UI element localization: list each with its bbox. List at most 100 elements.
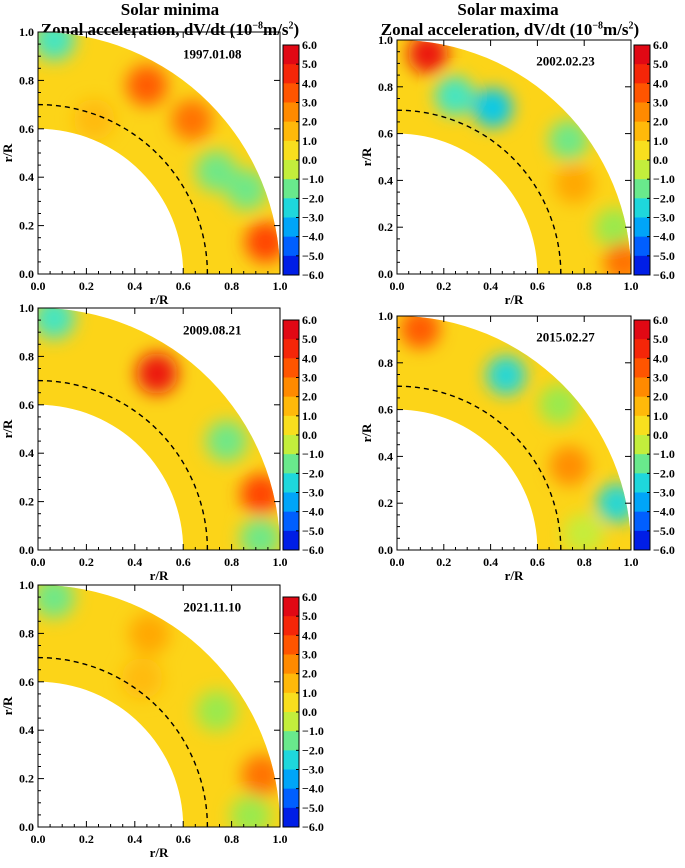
- heatmap-feature: [196, 690, 238, 732]
- y-tick-label: 0.0: [378, 267, 393, 281]
- heatmap-feature: [73, 98, 115, 140]
- colorbar-tick-label: −1.0: [653, 172, 675, 186]
- colorbar-tick-label: −4.0: [653, 505, 675, 519]
- colorbar-segment: [634, 358, 650, 378]
- colorbar-tick-label: −4.0: [302, 230, 324, 244]
- colorbar-tick-label: 5.0: [302, 57, 317, 71]
- x-tick-label: 0.2: [79, 832, 94, 846]
- heatmap-feature: [434, 76, 475, 116]
- colorbar-segment: [283, 769, 299, 790]
- colorbar-tick-label: −2.0: [653, 466, 675, 480]
- heatmap-feature: [548, 120, 589, 160]
- y-tick-label: 1.0: [378, 309, 393, 323]
- y-tick-label: 0.4: [19, 446, 34, 460]
- colorbar-segment: [283, 750, 299, 770]
- colorbar-tick-label: −6.0: [302, 268, 324, 282]
- subheading-exponent: −8: [252, 20, 264, 32]
- heatmap-feature: [594, 207, 631, 248]
- y-tick-label: 0.6: [19, 122, 34, 136]
- y-tick-label: 0.2: [378, 496, 393, 510]
- colorbar-segment: [283, 654, 299, 675]
- colorbar-tick-label: 5.0: [653, 332, 668, 346]
- colorbar-tick-label: 0.0: [653, 428, 668, 442]
- heatmap-feature: [603, 242, 631, 274]
- colorbar-tick-label: −1.0: [302, 724, 324, 738]
- colorbar-segment: [283, 179, 299, 199]
- x-tick-label: 0.2: [79, 555, 94, 569]
- x-axis-label: r/R: [505, 568, 524, 583]
- colorbar-tick-label: −3.0: [302, 211, 324, 225]
- chart-panel-1997.01.08: 0.00.00.20.20.40.40.60.60.80.81.01.0r/Rr…: [0, 25, 324, 307]
- heatmap-feature: [538, 384, 579, 425]
- colorbar-tick-label: 2.0: [302, 115, 317, 129]
- colorbar-segment: [283, 339, 299, 359]
- colorbar-segment: [283, 64, 299, 84]
- subheading-unit: m/s: [603, 20, 629, 39]
- heatmap-feature: [408, 40, 448, 74]
- colorbar-tick-label: 0.0: [302, 705, 317, 719]
- colorbar-segment: [283, 102, 299, 123]
- colorbar-segment: [283, 616, 299, 636]
- colorbar-segment: [634, 473, 650, 493]
- x-axis-label: r/R: [150, 845, 169, 860]
- heatmap-feature: [554, 163, 595, 204]
- colorbar-tick-label: 2.0: [653, 115, 668, 129]
- y-tick-label: 0.8: [378, 80, 393, 94]
- colorbar-tick-label: 2.0: [653, 390, 668, 404]
- colorbar-tick-label: 2.0: [302, 667, 317, 681]
- x-tick-label: 0.4: [483, 555, 498, 569]
- colorbar-tick-label: 4.0: [653, 76, 668, 90]
- colorbar-tick-label: 6.0: [653, 313, 668, 327]
- colorbar-tick-label: −5.0: [653, 524, 675, 538]
- colorbar-segment: [634, 454, 650, 474]
- colorbar-segment: [634, 179, 650, 199]
- colorbar-segment: [634, 198, 650, 218]
- colorbar-tick-label: −6.0: [302, 543, 324, 557]
- heatmap-feature: [206, 420, 248, 462]
- y-tick-label: 0.6: [19, 398, 34, 412]
- x-tick-label: 0.4: [127, 832, 142, 846]
- colorbar-tick-label: −4.0: [302, 782, 324, 796]
- heatmap-feature: [473, 87, 513, 128]
- colorbar-tick-label: 3.0: [653, 96, 668, 110]
- y-axis-label: r/R: [359, 423, 374, 442]
- heatmap-feature: [195, 150, 237, 192]
- y-tick-label: 0.8: [19, 349, 34, 363]
- x-tick-label: 0.0: [31, 279, 46, 293]
- colorbar-tick-label: −6.0: [302, 820, 324, 834]
- y-tick-label: 0.0: [19, 820, 34, 834]
- colorbar-tick-label: 0.0: [302, 153, 317, 167]
- colorbar-tick-label: 2.0: [302, 390, 317, 404]
- colorbar-segment: [283, 454, 299, 474]
- heatmap-feature: [400, 316, 441, 349]
- x-tick-label: 0.4: [127, 555, 142, 569]
- x-axis-label: r/R: [150, 568, 169, 583]
- colorbar-tick-label: −5.0: [302, 249, 324, 263]
- heatmap-feature: [240, 473, 280, 515]
- date-label: 2021.11.10: [183, 600, 241, 615]
- x-tick-label: 0.0: [390, 555, 405, 569]
- colorbar-segment: [634, 255, 650, 276]
- colorbar-tick-label: 4.0: [302, 76, 317, 90]
- x-tick-label: 0.6: [176, 279, 191, 293]
- x-tick-label: 0.8: [224, 279, 239, 293]
- colorbar-segment: [634, 102, 650, 123]
- heatmap-feature: [38, 308, 75, 339]
- x-tick-label: 0.4: [127, 279, 142, 293]
- x-tick-label: 0.6: [530, 555, 545, 569]
- x-tick-label: 0.4: [483, 279, 498, 293]
- y-tick-label: 0.2: [19, 495, 34, 509]
- colorbar-segment: [634, 121, 650, 142]
- colorbar-segment: [283, 415, 299, 436]
- colorbar-segment: [634, 83, 650, 103]
- colorbar-segment: [634, 530, 650, 551]
- colorbar-tick-label: 1.0: [653, 134, 668, 148]
- heatmap-feature: [121, 657, 163, 699]
- colorbar-segment: [283, 121, 299, 142]
- y-tick-label: 0.6: [19, 675, 34, 689]
- heatmap-field: [38, 585, 280, 827]
- heatmap-feature: [563, 513, 604, 550]
- x-axis-label: r/R: [505, 292, 524, 307]
- colorbar-segment: [283, 83, 299, 103]
